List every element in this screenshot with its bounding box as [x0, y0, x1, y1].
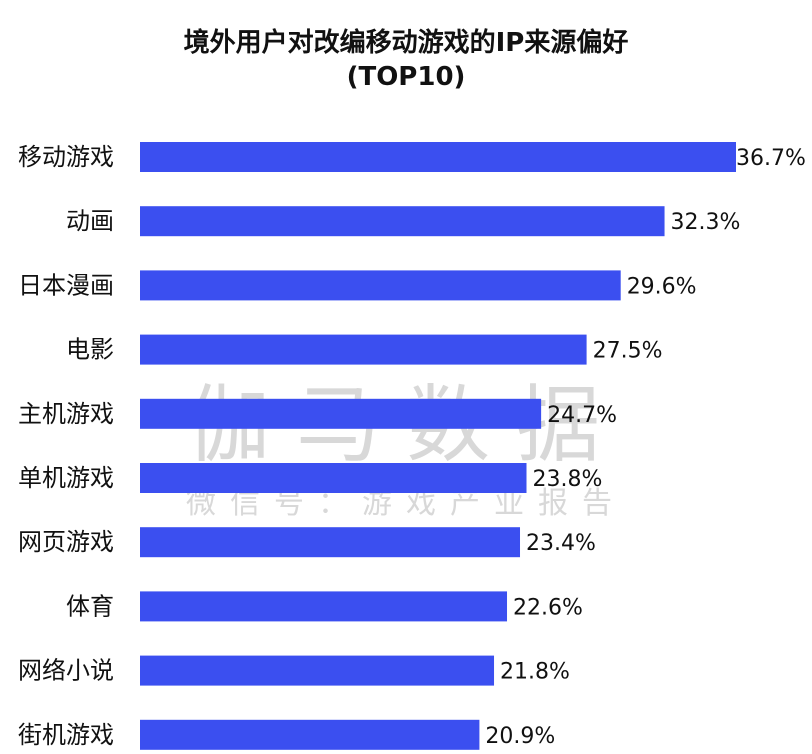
value-label-6: 23.8% [533, 467, 603, 492]
value-label-3: 29.6% [627, 274, 697, 299]
bar-6 [140, 463, 527, 493]
category-label-7: 网页游戏 [18, 528, 114, 556]
bar-5 [140, 398, 542, 429]
value-label-7: 23.4% [526, 531, 596, 556]
bar-3 [140, 270, 621, 301]
category-label-4: 电影 [66, 336, 114, 364]
value-label-1: 36.7% [736, 146, 806, 171]
bar-9 [140, 655, 495, 686]
bar-7 [140, 527, 521, 558]
bar-10 [140, 719, 480, 750]
value-label-5: 24.7% [547, 403, 617, 428]
chart-subtitle: (TOP10) [346, 62, 466, 92]
value-label-2: 32.3% [671, 210, 741, 235]
category-label-10: 街机游戏 [18, 721, 114, 749]
category-label-3: 日本漫画 [18, 271, 114, 299]
bar-4 [140, 334, 587, 365]
value-label-9: 21.8% [500, 660, 570, 685]
category-label-1: 移动游戏 [18, 143, 114, 171]
category-label-9: 网络小说 [18, 657, 114, 685]
category-label-5: 主机游戏 [18, 400, 114, 428]
value-label-4: 27.5% [593, 339, 663, 364]
value-label-10: 20.9% [485, 724, 555, 749]
value-label-8: 22.6% [513, 595, 583, 620]
category-label-8: 体育 [66, 592, 114, 620]
chart-title: 境外用户对改编移动游戏的IP来源偏好 [183, 28, 629, 58]
bar-2 [140, 206, 665, 237]
bar-8 [140, 591, 508, 622]
category-label-2: 动画 [66, 207, 114, 235]
bar-1 [140, 142, 736, 172]
category-label-6: 单机游戏 [18, 464, 114, 492]
